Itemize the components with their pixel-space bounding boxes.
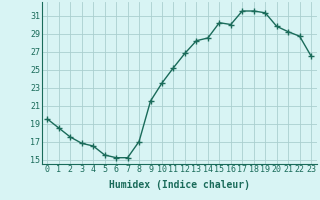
X-axis label: Humidex (Indice chaleur): Humidex (Indice chaleur) — [109, 180, 250, 190]
